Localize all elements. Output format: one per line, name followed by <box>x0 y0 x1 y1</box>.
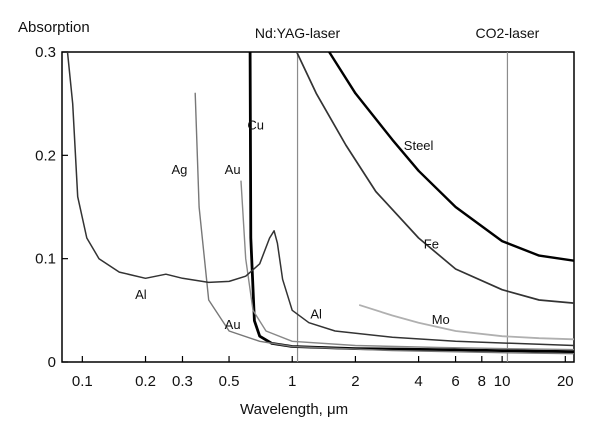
series-line-ag <box>194 92 574 355</box>
curve-label-al: Al <box>310 307 322 322</box>
x-tick-label: 8 <box>478 373 486 390</box>
x-tick-label: 2 <box>351 373 359 390</box>
series-line-al <box>66 52 574 347</box>
curve-label-fe: Fe <box>424 236 439 251</box>
series-line-cu <box>248 52 574 354</box>
plot-frame <box>61 51 575 363</box>
x-tick-label: 20 <box>557 373 574 390</box>
y-tick-label: 0.2 <box>35 147 56 164</box>
x-tick-label: 4 <box>414 373 422 390</box>
series-line-mo <box>359 304 574 341</box>
y-tick-label: 0 <box>48 354 56 371</box>
y-axis-title: Absorption <box>18 19 90 36</box>
series-line-au <box>240 180 574 351</box>
y-tick-label: 0.3 <box>35 44 56 61</box>
y-tick-label: 0.1 <box>35 251 56 268</box>
curve-label-ag: Ag <box>171 162 187 177</box>
x-tick-label: 0.3 <box>172 373 193 390</box>
x-tick-label: 0.5 <box>219 373 240 390</box>
series-group <box>66 52 574 355</box>
curve-label-cu: Cu <box>247 118 264 133</box>
x-tick-label: 0.2 <box>135 373 156 390</box>
series-line-fe <box>295 52 574 304</box>
x-tick-label: 1 <box>288 373 296 390</box>
reference-label-nd-yag-laser: Nd:YAG-laser <box>255 25 341 41</box>
series-line-steel <box>328 52 574 262</box>
curve-label-au: Au <box>225 162 241 177</box>
curve-label-mo: Mo <box>432 312 450 327</box>
curve-label-au: Au <box>225 317 241 332</box>
plot-area: Nd:YAG-laser CO2-laser 0 0.1 0.2 0.3 0.1 0.2 0.3… <box>35 25 575 390</box>
curve-label-steel: Steel <box>404 138 434 153</box>
x-tick-label: 6 <box>451 373 459 390</box>
x-tick-label: 10 <box>494 373 511 390</box>
x-axis-title: Wavelength, μm <box>240 401 348 418</box>
curve-label-al: Al <box>135 287 147 302</box>
x-tick-label: 0.1 <box>72 373 93 390</box>
reference-label-co2-laser: CO2-laser <box>476 25 540 41</box>
